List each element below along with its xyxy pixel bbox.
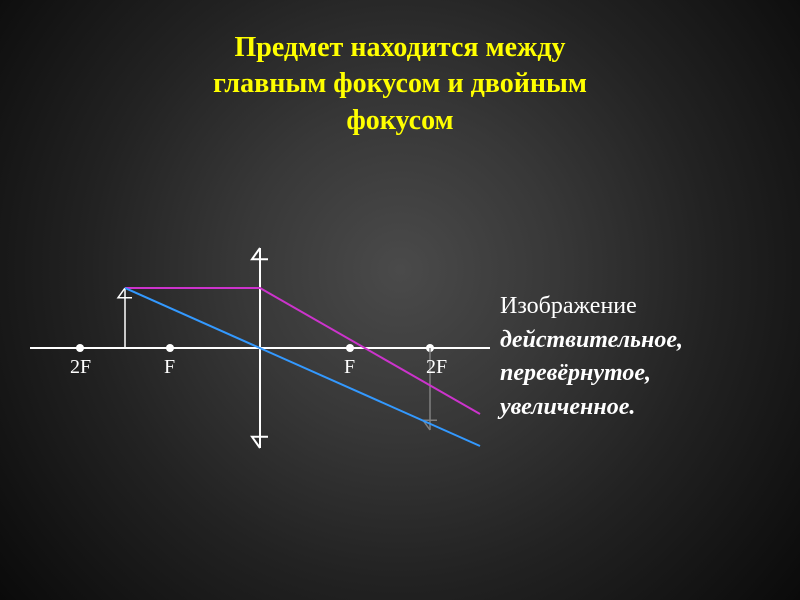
image-properties-caption: Изображение действительное, перевёрнутое… [500,290,760,424]
caption-line: действительное, [500,324,760,358]
optics-ray-diagram: 2F F F 2F [30,230,490,510]
caption-line: увеличенное. [500,391,760,425]
focal-point-label: F [344,356,355,379]
caption-line: перевёрнутое, [500,357,760,391]
slide-title: Предмет находится междуглавным фокусом и… [40,30,760,139]
focal-point-label: 2F [426,356,447,379]
focal-point-label: F [164,356,175,379]
caption-line: Изображение [500,290,760,324]
focal-point-label: 2F [70,356,91,379]
